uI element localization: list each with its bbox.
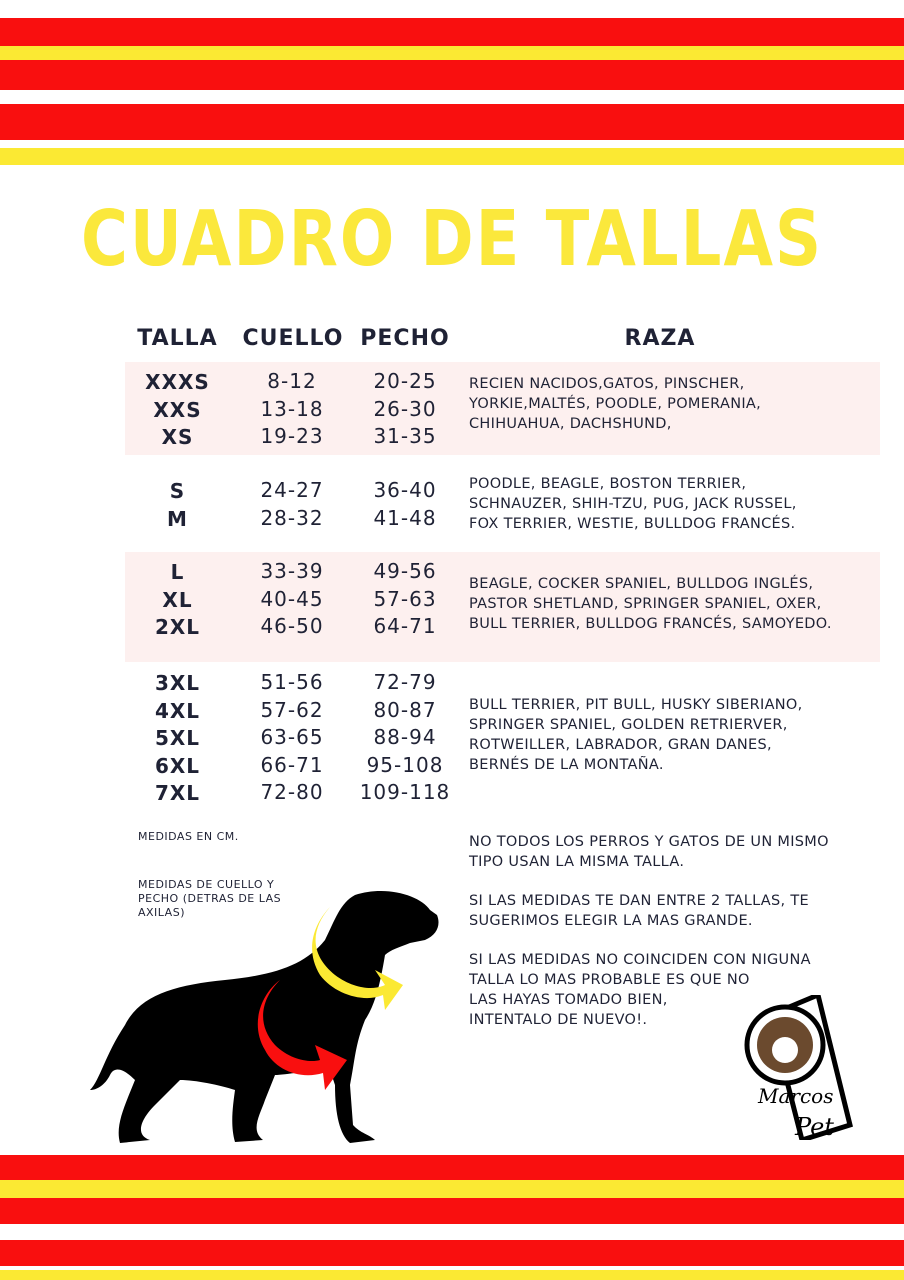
size-labels: S M bbox=[167, 479, 188, 531]
size-labels: 3XL 4XL 5XL 6XL 7XL bbox=[154, 671, 201, 805]
header-talla: TALLA bbox=[137, 326, 218, 351]
units-note: MEDIDAS EN CM. bbox=[138, 830, 239, 843]
breeds: POODLE, BEAGLE, BOSTON TERRIER, SCHNAUZE… bbox=[469, 476, 797, 532]
size-group: L XL 2XL 33-39 40-45 46-50 49-56 57-63 6… bbox=[125, 552, 880, 662]
header-raza: RAZA bbox=[624, 326, 696, 351]
neck-values: 51-56 57-62 63-65 66-71 72-80 bbox=[260, 670, 324, 804]
breeds: BULL TERRIER, PIT BULL, HUSKY SIBERIANO,… bbox=[469, 697, 803, 773]
size-group: S M 24-27 28-32 36-40 41-48 POODLE, BEAG… bbox=[125, 462, 880, 545]
size-labels: XXXS XXS XS bbox=[145, 370, 210, 449]
header-cuello: CUELLO bbox=[242, 326, 344, 351]
chest-values: 49-56 57-63 64-71 bbox=[373, 559, 437, 638]
measure-note: MEDIDAS DE CUELLO Y PECHO (DETRAS DE LAS… bbox=[138, 878, 282, 919]
chest-values: 36-40 41-48 bbox=[373, 478, 437, 530]
note: NO TODOS LOS PERROS Y GATOS DE UN MISMO … bbox=[469, 834, 829, 870]
notes: NO TODOS LOS PERROS Y GATOS DE UN MISMO … bbox=[469, 832, 899, 1049]
breeds: RECIEN NACIDOS,GATOS, PINSCHER, YORKIE,M… bbox=[469, 376, 762, 432]
svg-text:Pet: Pet bbox=[794, 1113, 834, 1140]
size-labels: L XL 2XL bbox=[154, 560, 201, 639]
svg-text:Marcos: Marcos bbox=[757, 1084, 833, 1108]
breeds: BEAGLE, COCKER SPANIEL, BULLDOG INGLÉS, … bbox=[469, 576, 832, 632]
header-pecho: PECHO bbox=[360, 326, 450, 351]
neck-values: 33-39 40-45 46-50 bbox=[260, 559, 324, 638]
chest-values: 72-79 80-87 88-94 95-108 109-118 bbox=[359, 670, 451, 804]
chest-values: 20-25 26-30 31-35 bbox=[373, 369, 437, 448]
dog-silhouette-illustration bbox=[90, 890, 439, 1143]
note: SI LAS MEDIDAS TE DAN ENTRE 2 TALLAS, TE… bbox=[469, 893, 809, 929]
neck-values: 8-12 13-18 19-23 bbox=[260, 369, 324, 448]
note: SI LAS MEDIDAS NO COINCIDEN CON NIGUNA T… bbox=[469, 952, 811, 1028]
size-group: XXXS XXS XS 8-12 13-18 19-23 20-25 26-30… bbox=[125, 362, 880, 455]
marcos-pet-logo: Marcos Pet bbox=[740, 991, 860, 1144]
size-group: 3XL 4XL 5XL 6XL 7XL 51-56 57-62 63-65 66… bbox=[125, 668, 880, 808]
neck-values: 24-27 28-32 bbox=[260, 478, 324, 530]
page-title: CUADRO DE TALLAS bbox=[80, 195, 824, 285]
